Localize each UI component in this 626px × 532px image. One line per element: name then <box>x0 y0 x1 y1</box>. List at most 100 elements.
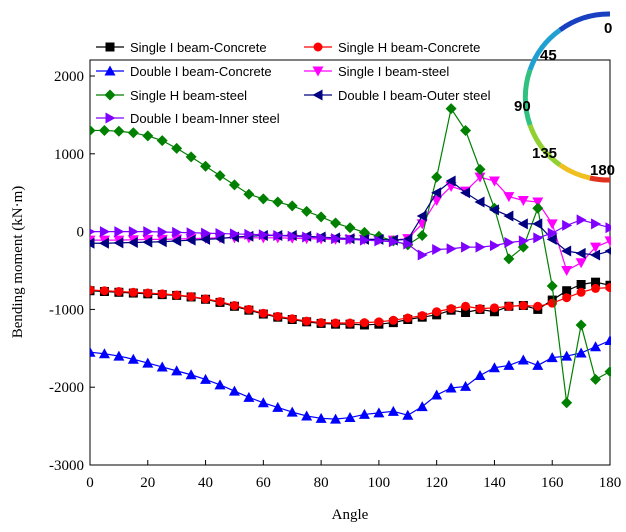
marker <box>447 243 457 254</box>
marker <box>576 319 587 330</box>
inset-label: 45 <box>540 47 557 64</box>
marker <box>547 219 558 229</box>
series <box>85 176 615 261</box>
legend-item: Double I beam-Outer steel <box>304 88 491 103</box>
marker <box>143 289 152 298</box>
marker <box>128 127 139 138</box>
marker <box>548 299 557 308</box>
page: {"chart_data": { "type": "line", "x_labe… <box>0 0 626 527</box>
legend-item: Single I beam-steel <box>304 64 449 79</box>
marker <box>302 317 311 326</box>
marker <box>403 313 412 322</box>
legend-item: Single H beam-Concrete <box>304 40 480 55</box>
marker <box>461 242 471 253</box>
marker <box>201 294 210 303</box>
series-line <box>90 341 610 420</box>
legend-item: Double I beam-Concrete <box>96 64 272 79</box>
marker <box>215 170 226 181</box>
legend-item: Single I beam-Concrete <box>96 40 267 55</box>
y-tick-label: 2000 <box>54 69 84 85</box>
x-tick-label: 180 <box>599 475 622 491</box>
y-axis-label: Bending moment (kN·m) <box>10 186 26 338</box>
inset-label: 90 <box>514 98 531 115</box>
marker <box>417 230 428 241</box>
marker <box>590 341 601 351</box>
marker <box>158 289 167 298</box>
marker <box>100 286 109 295</box>
marker <box>561 397 572 408</box>
marker <box>532 360 543 370</box>
marker <box>374 317 383 326</box>
x-tick-label: 100 <box>368 475 391 491</box>
marker <box>519 301 528 310</box>
marker <box>243 189 254 200</box>
marker <box>243 392 254 402</box>
marker <box>418 249 428 260</box>
y-tick-label: 0 <box>77 225 85 241</box>
marker <box>287 200 298 211</box>
legend-item: Single H beam-steel <box>96 88 247 103</box>
marker <box>532 203 543 214</box>
marker <box>287 407 298 417</box>
marker <box>591 284 600 293</box>
x-axis-label: Angle <box>332 507 369 523</box>
marker <box>317 318 326 327</box>
marker <box>360 318 369 327</box>
marker <box>431 172 442 183</box>
marker <box>86 285 95 294</box>
marker <box>605 335 616 345</box>
inset-label: 180 <box>590 162 615 179</box>
marker <box>187 292 196 301</box>
y-tick-label: -2000 <box>49 380 84 396</box>
legend-label: Single I beam-Concrete <box>130 40 267 55</box>
x-tick-label: 0 <box>86 475 94 491</box>
marker <box>229 386 240 396</box>
legend-item: Double I beam-Inner steel <box>96 111 280 126</box>
marker <box>142 130 153 141</box>
marker <box>446 103 457 114</box>
marker <box>244 305 253 314</box>
marker <box>272 197 283 208</box>
marker <box>129 288 138 297</box>
marker <box>547 281 558 292</box>
marker <box>461 302 470 311</box>
legend-label: Single I beam-steel <box>338 64 449 79</box>
marker <box>590 374 601 385</box>
marker <box>100 226 110 237</box>
marker <box>313 90 323 101</box>
marker <box>113 126 124 137</box>
marker <box>576 248 586 259</box>
marker <box>605 236 616 246</box>
marker <box>417 401 428 411</box>
marker <box>562 293 571 302</box>
marker <box>106 113 116 124</box>
inset-arc <box>560 165 590 178</box>
inset-label: 0 <box>604 20 612 37</box>
marker <box>476 242 486 253</box>
marker <box>518 218 528 229</box>
marker <box>157 135 168 146</box>
marker <box>490 303 499 312</box>
marker <box>476 304 485 313</box>
marker <box>576 258 587 268</box>
marker <box>272 402 283 412</box>
marker <box>503 211 513 222</box>
marker <box>331 319 340 328</box>
marker <box>503 360 514 370</box>
marker <box>106 43 115 52</box>
inset: 0 45 90 135 180 <box>514 14 615 180</box>
marker <box>518 354 529 364</box>
marker <box>114 226 124 237</box>
marker <box>591 218 601 229</box>
marker <box>186 151 197 162</box>
marker <box>171 143 182 154</box>
marker <box>216 297 225 306</box>
legend: Single I beam-Concrete Single H beam-Conc… <box>96 40 491 126</box>
marker <box>273 312 282 321</box>
marker <box>577 288 586 297</box>
y-tick-label: -3000 <box>49 458 84 474</box>
x-tick-label: 40 <box>198 475 213 491</box>
marker <box>229 179 240 190</box>
marker <box>200 374 211 384</box>
marker <box>316 211 327 222</box>
